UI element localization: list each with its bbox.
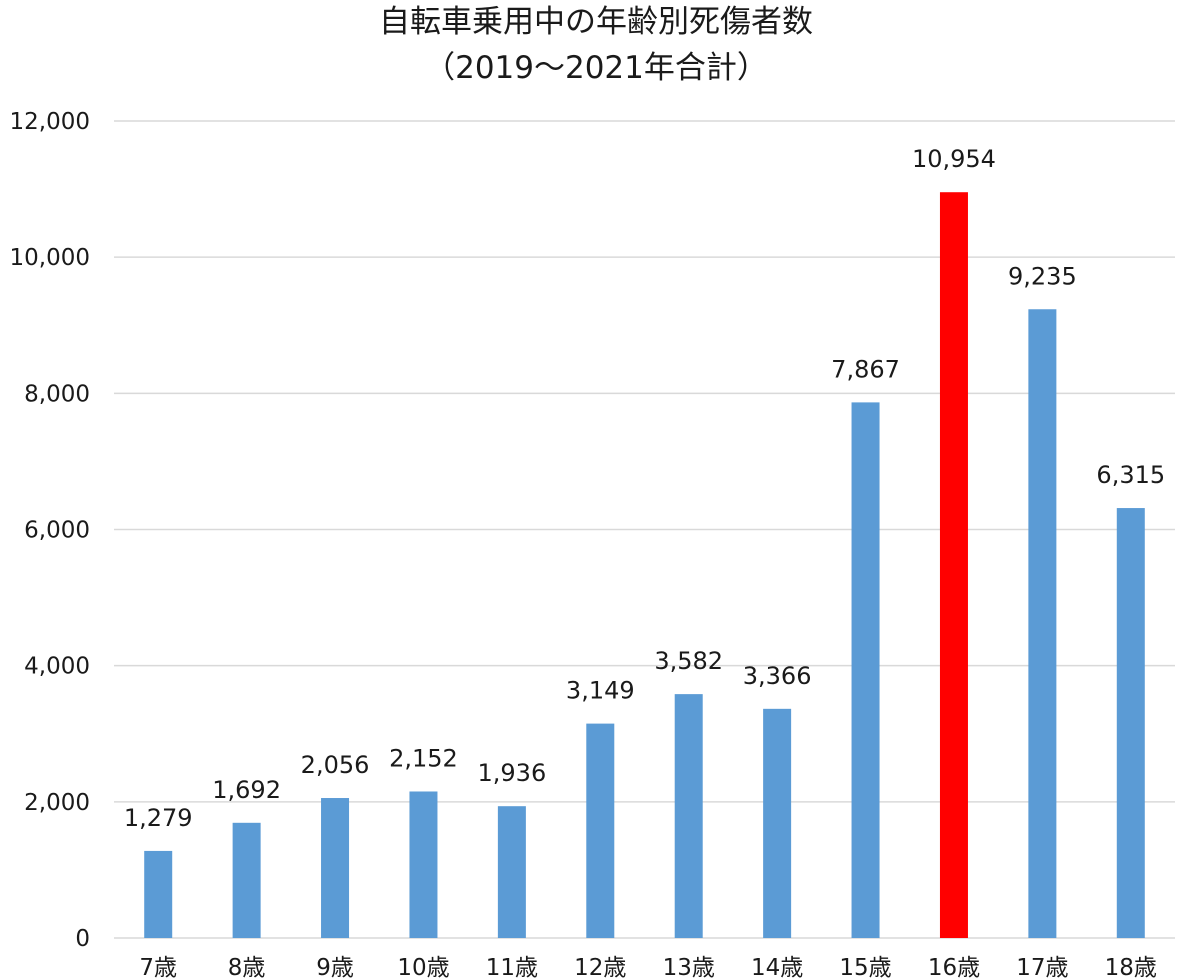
y-axis-ticks: 0 2,000 4,000 6,000 8,000 10,000 12,000 <box>10 109 90 952</box>
data-label: 2,152 <box>389 744 458 772</box>
data-label: 3,149 <box>566 677 635 705</box>
bar <box>851 402 880 938</box>
chart-subtitle: （2019～2021年合計） <box>424 50 768 86</box>
data-label: 1,279 <box>124 804 193 832</box>
bar <box>586 723 615 938</box>
category-label: 11歳 <box>486 955 538 978</box>
bar <box>321 798 350 938</box>
y-tick-label: 10,000 <box>10 245 90 271</box>
bar <box>674 694 703 938</box>
data-labels: 1,279 1,692 2,056 2,152 1,936 3,149 3,582 3,366… <box>124 145 1165 832</box>
category-labels: 7歳 8歳 9歳 10歳 11歳 12歳 13歳 14歳 15歳 16歳 17歳 18歳 <box>139 955 1157 978</box>
data-label: 1,936 <box>478 759 547 787</box>
data-label: 10,954 <box>912 145 996 173</box>
category-label: 8歳 <box>228 955 266 978</box>
category-label: 13歳 <box>663 955 715 978</box>
data-label: 3,582 <box>654 647 723 675</box>
chart-title: 自転車乗用中の年齢別死傷者数 <box>379 4 813 40</box>
data-label: 9,235 <box>1008 262 1077 290</box>
y-tick-label: 8,000 <box>24 381 90 407</box>
gridlines <box>114 120 1175 939</box>
data-label: 7,867 <box>831 355 900 383</box>
bar <box>497 806 526 938</box>
bar <box>232 822 261 938</box>
category-label: 9歳 <box>316 955 354 978</box>
category-label: 15歳 <box>839 955 891 978</box>
data-label: 2,056 <box>301 751 370 779</box>
category-label: 12歳 <box>574 955 626 978</box>
category-label: 17歳 <box>1016 955 1068 978</box>
y-tick-label: 0 <box>75 926 90 952</box>
category-label: 10歳 <box>397 955 449 978</box>
data-label: 1,692 <box>212 776 281 804</box>
y-tick-label: 2,000 <box>24 790 90 816</box>
category-label: 16歳 <box>928 955 980 978</box>
category-label: 18歳 <box>1105 955 1157 978</box>
data-label: 6,315 <box>1096 461 1165 489</box>
y-tick-label: 6,000 <box>24 518 90 544</box>
category-label: 7歳 <box>139 955 177 978</box>
bar <box>144 850 173 938</box>
bars <box>144 192 1145 939</box>
bar <box>409 791 438 938</box>
category-label: 14歳 <box>751 955 803 978</box>
bar <box>1116 508 1145 938</box>
y-tick-label: 4,000 <box>24 654 90 680</box>
y-tick-label: 12,000 <box>10 109 90 135</box>
bar <box>1028 309 1057 938</box>
data-label: 3,366 <box>743 662 812 690</box>
bar <box>763 708 792 938</box>
bar <box>939 192 968 939</box>
